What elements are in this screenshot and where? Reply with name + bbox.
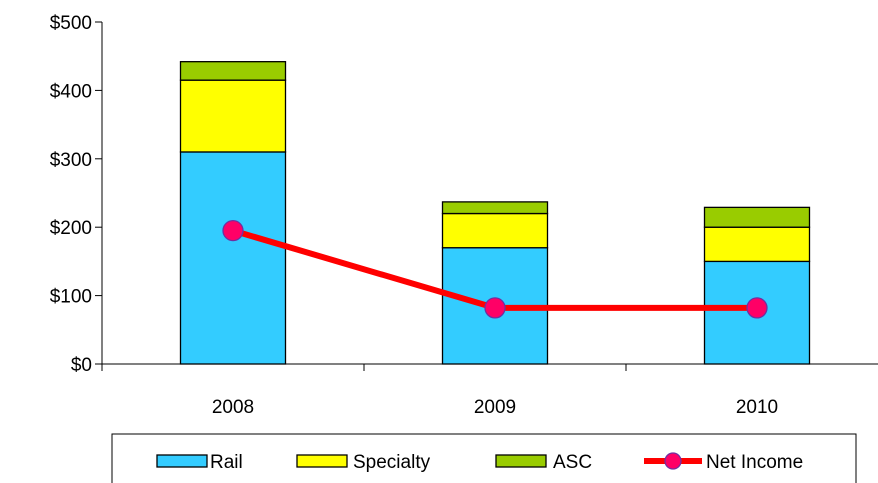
axes: $0 $100 $200 $300 $400 $500 2008 2009 2010	[50, 13, 878, 418]
net-income-point-2010	[746, 297, 768, 319]
y-tick-label: $300	[50, 150, 92, 171]
y-tick-label: $500	[50, 13, 92, 34]
legend-swatch-specialty	[296, 454, 348, 468]
legend-swatch-rail	[156, 454, 208, 468]
legend-label-net-income: Net Income	[706, 452, 803, 473]
legend-label-asc: ASC	[553, 452, 592, 473]
legend: Rail Specialty ASC Net Income	[111, 433, 857, 483]
x-tick-label: 2010	[736, 397, 778, 418]
legend-label-rail: Rail	[210, 452, 243, 473]
y-tick-label: $200	[50, 218, 92, 239]
legend-marker-net-income	[664, 452, 682, 470]
bars	[179, 61, 811, 365]
net-income-point-2009	[484, 297, 506, 319]
legend-swatch-asc	[495, 454, 547, 468]
net-income-point-2008	[222, 219, 244, 242]
net-income-line	[222, 219, 768, 319]
x-tick-label: 2008	[212, 397, 254, 418]
bar-rail-2010	[703, 260, 811, 365]
bar-rail-2008	[179, 151, 287, 365]
bar-asc-2010	[703, 206, 811, 228]
y-tick-label: $100	[50, 287, 92, 308]
bar-asc-2009	[441, 201, 549, 215]
bar-asc-2008	[179, 61, 287, 81]
legend-box	[111, 433, 857, 483]
bar-specialty-2008	[179, 79, 287, 153]
bar-specialty-2009	[441, 212, 549, 249]
y-tick-label: $0	[71, 355, 92, 376]
bar-specialty-2010	[703, 226, 811, 263]
legend-label-specialty: Specialty	[353, 452, 431, 473]
x-tick-label: 2009	[474, 397, 516, 418]
y-tick-label: $400	[50, 81, 92, 102]
